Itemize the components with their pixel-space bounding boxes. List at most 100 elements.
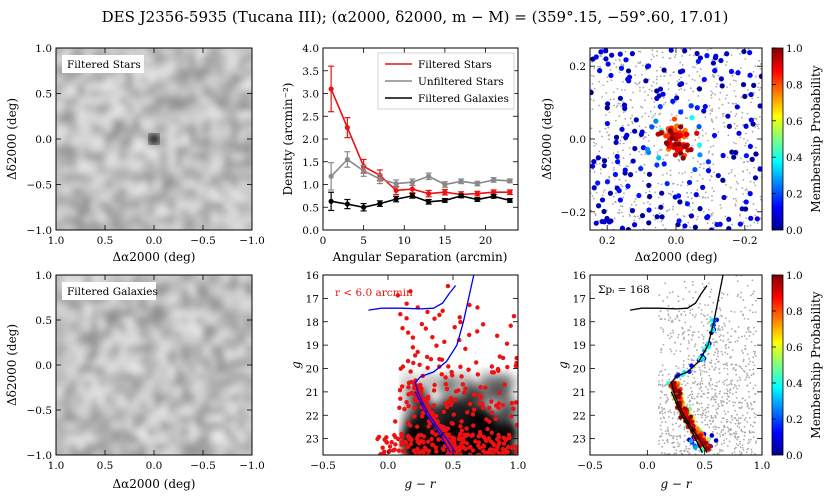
field-star bbox=[689, 393, 692, 396]
field-star bbox=[718, 392, 721, 395]
map-cell bbox=[217, 111, 225, 119]
map-cell bbox=[161, 146, 169, 154]
field-star bbox=[757, 86, 759, 89]
star-point bbox=[415, 349, 420, 355]
field-star bbox=[613, 62, 615, 65]
map-cell bbox=[77, 394, 85, 402]
map-cell bbox=[147, 429, 155, 437]
field-star bbox=[690, 192, 693, 194]
map-cell bbox=[189, 55, 197, 63]
map-cell bbox=[217, 202, 225, 210]
map-cell bbox=[147, 146, 155, 154]
field-star bbox=[659, 318, 662, 320]
field-star bbox=[591, 82, 594, 85]
map-cell bbox=[231, 174, 239, 182]
map-cell bbox=[231, 429, 239, 437]
map-cell bbox=[238, 125, 246, 133]
field-star bbox=[677, 425, 680, 428]
map-cell bbox=[189, 111, 197, 119]
field-star bbox=[739, 446, 742, 449]
map-cell bbox=[56, 289, 64, 297]
map-cell bbox=[154, 359, 162, 367]
map-cell bbox=[238, 359, 246, 367]
map-cell bbox=[217, 181, 225, 189]
field-star bbox=[664, 368, 667, 371]
field-star bbox=[634, 74, 636, 77]
map-cell bbox=[147, 223, 155, 230]
map-cell bbox=[224, 202, 232, 210]
map-cell bbox=[56, 181, 64, 189]
map-cell bbox=[105, 90, 113, 98]
field-star bbox=[702, 210, 705, 213]
star-point bbox=[502, 447, 507, 452]
map-cell bbox=[231, 387, 239, 395]
field-star bbox=[748, 417, 751, 419]
field-star bbox=[706, 318, 708, 321]
map-cell bbox=[119, 139, 127, 147]
map-cell bbox=[105, 366, 113, 374]
map-cell bbox=[105, 202, 113, 210]
star-point bbox=[399, 442, 404, 447]
map-cell bbox=[112, 76, 120, 84]
map-cell bbox=[196, 415, 204, 423]
map-cell bbox=[210, 160, 218, 168]
map-cell bbox=[161, 90, 169, 98]
map-cell bbox=[231, 160, 239, 168]
member-point bbox=[674, 95, 680, 101]
member-point bbox=[710, 60, 717, 66]
map-cell bbox=[70, 394, 78, 402]
map-cell bbox=[196, 97, 204, 105]
map-cell bbox=[161, 188, 169, 196]
star-point bbox=[387, 444, 393, 449]
x-tick-label: 15 bbox=[438, 235, 451, 247]
field-star bbox=[622, 80, 624, 83]
map-cell bbox=[175, 338, 183, 346]
map-cell bbox=[238, 132, 246, 140]
map-cell bbox=[119, 415, 127, 423]
map-cell bbox=[70, 415, 78, 423]
member-point bbox=[705, 168, 712, 174]
star-point bbox=[467, 401, 473, 407]
field-star bbox=[702, 338, 705, 340]
map-cell bbox=[84, 380, 92, 388]
field-star bbox=[653, 106, 656, 108]
field-star bbox=[683, 440, 686, 443]
map-cell bbox=[140, 125, 148, 133]
map-cell bbox=[154, 373, 162, 381]
field-star bbox=[718, 380, 721, 383]
field-star bbox=[672, 437, 675, 440]
map-cell bbox=[224, 282, 232, 290]
panel-filtered-galaxies-map: Filtered Galaxies 1.0 0.5 0.0 −0.5 −1.0−1.0−… bbox=[5, 270, 265, 491]
field-star bbox=[590, 127, 593, 130]
map-cell bbox=[126, 216, 134, 224]
field-star bbox=[704, 423, 707, 426]
field-star bbox=[617, 151, 619, 153]
field-star bbox=[673, 353, 676, 355]
map-cell bbox=[154, 401, 162, 409]
data-point bbox=[458, 178, 464, 184]
field-star bbox=[748, 395, 751, 398]
map-cell bbox=[196, 216, 204, 224]
map-cell bbox=[119, 429, 127, 437]
map-cell bbox=[238, 55, 246, 63]
map-cell bbox=[112, 324, 120, 332]
field-star bbox=[707, 282, 710, 285]
field-star bbox=[593, 87, 596, 90]
field-star bbox=[593, 171, 596, 174]
field-star bbox=[720, 401, 723, 404]
field-star bbox=[748, 369, 751, 371]
map-cell bbox=[91, 359, 99, 367]
field-star bbox=[746, 374, 749, 377]
star-point bbox=[485, 426, 490, 432]
map-cell bbox=[238, 181, 246, 189]
map-cell bbox=[154, 443, 162, 451]
map-cell bbox=[189, 275, 197, 283]
field-star bbox=[667, 305, 670, 307]
map-cell bbox=[105, 422, 113, 430]
map-cell bbox=[112, 216, 120, 224]
map-cell bbox=[154, 69, 162, 77]
field-star bbox=[706, 322, 709, 325]
field-star bbox=[712, 341, 715, 344]
field-star bbox=[693, 331, 696, 334]
member-point bbox=[691, 423, 696, 429]
